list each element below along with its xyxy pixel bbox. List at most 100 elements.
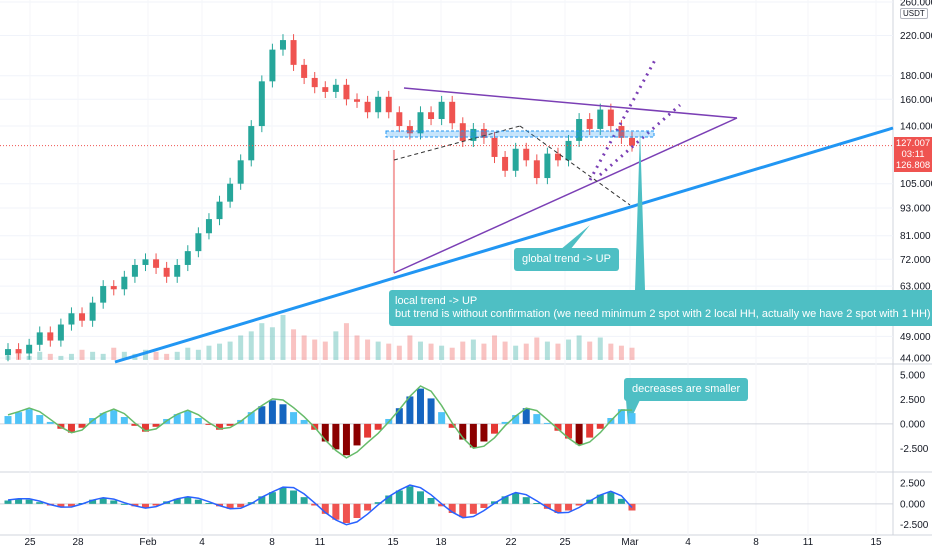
oscillator-bar: [36, 502, 44, 504]
candle-body: [554, 153, 561, 161]
oscillator-bar: [15, 498, 23, 504]
candle-body: [248, 126, 255, 161]
oscillator-bar: [268, 492, 276, 504]
momentum-bar: [15, 412, 23, 424]
volume-bar: [417, 341, 423, 360]
candle-body: [512, 148, 519, 171]
volume-bar: [312, 339, 318, 360]
dashed-trend-2: [519, 125, 631, 206]
volume-bar: [407, 335, 413, 360]
volume-bar: [492, 335, 498, 360]
volume-bar: [481, 343, 487, 360]
volume-bar: [248, 331, 254, 360]
oscillator-bar: [184, 497, 192, 504]
momentum-bar: [258, 406, 266, 424]
oscillator-bar: [459, 503, 467, 518]
oscillator-bar: [480, 503, 488, 508]
cursor-price-tag: 126.808: [894, 159, 932, 172]
oscillator-bar: [120, 503, 128, 505]
price-tick-label: 160.000: [900, 95, 932, 106]
oscillator-bar: [194, 499, 202, 504]
oscillator-bar: [543, 503, 551, 509]
volume-bar: [555, 343, 561, 360]
oscillator-bar: [57, 503, 65, 508]
momentum-bar: [459, 423, 467, 440]
momentum-bar: [554, 423, 562, 431]
candle-body: [597, 109, 604, 129]
oscillator-bar: [25, 499, 33, 504]
candle-body: [576, 119, 583, 141]
oscillator-bar: [4, 500, 12, 504]
time-tick-label: 8: [753, 537, 759, 548]
momentum-bar: [448, 423, 456, 428]
candle-body: [68, 313, 75, 325]
candle-body: [480, 128, 487, 138]
oscillator-bar: [226, 503, 234, 509]
price-tick-label: 180.000: [900, 71, 932, 82]
oscillator-signal-line: [7, 484, 633, 526]
volume-bar: [58, 355, 64, 360]
candle-body: [79, 313, 86, 321]
volume-bar: [597, 337, 603, 360]
momentum-bar: [480, 423, 488, 442]
volume-bar: [375, 341, 381, 360]
volume-bar: [47, 353, 53, 360]
triangle-upper-line: [403, 87, 738, 119]
momentum-bar: [321, 423, 329, 442]
momentum-bar: [216, 423, 224, 430]
global-trend-line: [114, 126, 894, 364]
volume-bar: [513, 345, 519, 360]
time-tick-label: 11: [803, 537, 814, 548]
dotted-channel-upper: [588, 59, 657, 181]
momentum-bar: [575, 423, 583, 445]
candle-body: [26, 344, 33, 354]
volume-bar: [470, 339, 476, 360]
candle-body: [417, 112, 424, 134]
momentum-bar: [279, 404, 287, 424]
oscillator-bar: [342, 503, 350, 523]
candle-body: [396, 112, 403, 127]
oscillator-bar: [617, 498, 625, 504]
momentum-bar: [491, 423, 499, 434]
oscillator-bar: [364, 503, 372, 511]
candle-body: [586, 119, 593, 129]
resistance-zone: [385, 130, 655, 138]
volume-bar: [100, 353, 106, 360]
oscillator-bar: [353, 503, 361, 518]
candle-body: [89, 302, 96, 321]
volume-bar: [174, 351, 180, 360]
candle-body: [565, 140, 572, 161]
momentum-bar: [205, 423, 213, 425]
candle-body: [301, 64, 308, 78]
volume-bar: [142, 349, 148, 360]
price-tick-label: 105.000: [900, 179, 932, 190]
momentum-bar: [395, 408, 403, 424]
volume-bar: [629, 347, 635, 360]
momentum-bar: [268, 400, 276, 424]
volume-bar: [523, 343, 529, 360]
volume-bar: [322, 341, 328, 360]
time-tick-label: Feb: [139, 537, 157, 548]
price-tick-label: 93.000: [900, 204, 931, 215]
candle-body: [449, 101, 456, 124]
time-tick-label: 15: [870, 537, 882, 548]
momentum-bar: [332, 423, 340, 450]
oscillator-tick-label: 0.000: [900, 499, 925, 510]
price-tick-label: 72.000: [900, 255, 931, 266]
candle-body: [428, 112, 435, 120]
candle-body: [332, 84, 339, 92]
candle-body: [322, 87, 329, 92]
momentum-bar: [565, 423, 573, 439]
global-trend-text: global trend -> UP: [522, 253, 611, 265]
volume-bar: [608, 343, 614, 360]
momentum-bar: [131, 423, 139, 426]
oscillator-bar: [596, 494, 604, 504]
candle-body: [131, 264, 138, 277]
candle-body: [142, 259, 149, 265]
volume-bar: [153, 351, 159, 360]
momentum-bar: [628, 413, 636, 424]
momentum-bar: [469, 423, 477, 448]
volume-bar: [269, 327, 275, 360]
